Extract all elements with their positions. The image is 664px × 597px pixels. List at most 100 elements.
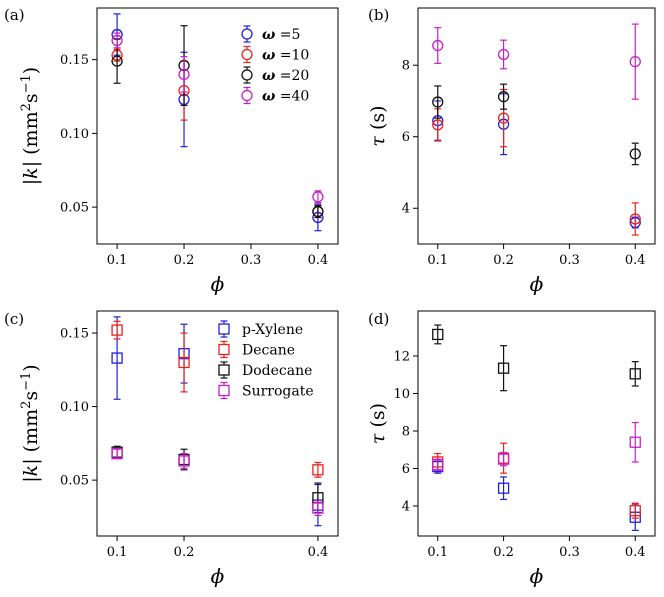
panel-a-legend-label-1: ω =10: [262, 48, 309, 64]
panel-a-xlabel: ϕ: [211, 272, 225, 296]
panel-c-point-3-1: [178, 455, 190, 467]
panel-a-errorbar-3-2: [314, 190, 322, 204]
panel-a-point-2-0: [111, 55, 123, 67]
panel-d: 0.1 0.2 0.3 0.4 4 6 8 10 12 ϕ τ (s) (d): [367, 310, 656, 588]
panel-a-errorbar-2-2: [314, 205, 322, 219]
panel-c-xtick-label-2: 0.4: [308, 545, 329, 560]
panel-a-frame: [96, 7, 339, 245]
panel-b-errorbar-2-2: [631, 142, 639, 166]
panel-b-errorbar-3-1: [500, 39, 508, 70]
panel-d-ytick-label-0: 4: [402, 500, 410, 515]
panel-c-ylabel: |k| (mm2s−1): [19, 364, 42, 482]
panel-c-legend-marker-2: [218, 364, 230, 376]
panel-d-ytick-label-4: 12: [393, 350, 410, 365]
panel-a-legend-marker-0: [241, 28, 253, 40]
panel-b-ylabel: τ (s): [367, 105, 389, 146]
panel-a-label: (a): [4, 6, 25, 24]
panel-d-point-3-1: [497, 453, 510, 465]
panel-d-errorbar-0-1: [500, 476, 508, 501]
panel-b-errorbar-2-1: [500, 83, 508, 110]
panel-d-frame: [417, 310, 656, 537]
panel-d-ylabel: τ (s): [367, 403, 389, 444]
panel-c-ytick-label-2: 0.15: [60, 327, 89, 342]
panel-c-xtick-label-0: 0.1: [107, 545, 128, 560]
panel-b-label: (b): [368, 6, 389, 24]
panel-d-xtick-label-3: 0.4: [625, 545, 646, 560]
panel-a-ytick-label-2: 0.15: [60, 53, 89, 68]
panel-a-legend-marker-1: [241, 48, 253, 61]
panel-b: 0.1 0.2 0.3 0.4 4 6 8 ϕ τ (s) (b): [367, 6, 656, 296]
panel-d-ytick-label-2: 8: [402, 425, 410, 440]
panel-c-point-1-0: [111, 324, 123, 336]
panel-a-ytick-label-1: 0.10: [60, 127, 89, 142]
panel-c-ytick-label-1: 0.10: [60, 400, 89, 415]
panel-b-ytick-label-0: 4: [402, 202, 410, 217]
panel-a-point-2-2: [312, 205, 324, 218]
panel-a-point-3-1: [178, 68, 190, 81]
panel-d-errorbar-2-1: [500, 345, 508, 392]
panel-c-legend-label-0: p-Xylene: [242, 322, 303, 338]
panel-b-xtick-label-1: 0.2: [493, 253, 514, 268]
panel-c-label: (c): [4, 310, 24, 328]
panel-b-point-2-1: [497, 91, 510, 103]
panel-a-xtick-label-0: 0.1: [107, 253, 128, 268]
panel-b-ytick-label-1: 6: [402, 130, 410, 145]
panel-c-legend-label-1: Decane: [242, 343, 295, 359]
panel-c: 0.1 0.2 0.4 0.05 0.10 0.15 ϕ |k| (mm2s−1) p-Xyle…: [4, 310, 339, 588]
panel-d-xtick-label-1: 0.2: [493, 545, 514, 560]
panel-d-ytick-label-1: 6: [402, 462, 410, 477]
panel-b-xtick-label-2: 0.3: [559, 253, 580, 268]
panel-b-errorbar-3-0: [434, 27, 442, 65]
panel-c-ytick-label-0: 0.05: [60, 474, 89, 489]
panel-a-ytick-label-0: 0.05: [60, 201, 89, 216]
panel-c-point-1-2: [312, 464, 324, 476]
panel-d-point-2-1: [497, 362, 510, 374]
panel-b-xlabel: ϕ: [530, 272, 544, 296]
panel-a-errorbar-3-1: [180, 56, 188, 93]
panel-a-legend-label-0: ω =5: [262, 27, 300, 43]
panel-b-point-3-1: [497, 48, 510, 61]
panel-a-xtick-label-2: 0.3: [241, 253, 262, 268]
panel-a-xtick-label-1: 0.2: [174, 253, 195, 268]
panel-a-legend-marker-3: [241, 89, 253, 102]
panel-a-ylabel: |k| (mm2s−1): [19, 67, 42, 185]
panel-b-errorbar-1-2: [631, 202, 639, 236]
panel-c-point-1-1: [178, 356, 190, 369]
panel-d-point-1-2: [629, 505, 641, 517]
panel-a-xtick-label-3: 0.4: [308, 253, 329, 268]
panel-a-legend-label-2: ω =20: [262, 68, 309, 84]
panel-b-point-1-0: [432, 119, 444, 131]
panel-a-point-3-0: [111, 34, 123, 47]
panel-c-legend-label-3: Surrogate: [242, 384, 314, 400]
panel-b-point-3-2: [629, 55, 641, 68]
panel-b-ytick-label-2: 8: [402, 59, 410, 74]
panel-b-errorbar-2-0: [434, 85, 442, 119]
panel-c-legend-label-2: Dodecane: [242, 363, 312, 379]
panel-d-point-2-0: [432, 328, 444, 341]
panel-d-errorbar-2-0: [434, 324, 442, 345]
panel-d-xtick-label-2: 0.3: [559, 545, 580, 560]
panel-b-point-1-1: [497, 112, 510, 124]
panel-d-xtick-label-0: 0.1: [427, 545, 448, 560]
panel-c-xtick-label-1: 0.2: [174, 545, 195, 560]
panel-a-legend-label-3: ω =40: [262, 89, 309, 105]
panel-d-xlabel: ϕ: [530, 564, 544, 588]
panel-c-errorbar-1-1: [180, 332, 188, 393]
panel-c-point-3-0: [111, 447, 123, 460]
panel-b-xtick-label-0: 0.1: [427, 253, 448, 268]
panel-b-point-1-2: [629, 213, 641, 225]
panel-d-errorbar-3-0: [434, 458, 442, 471]
panel-c-frame: [96, 310, 339, 537]
panel-d-point-2-2: [629, 368, 641, 380]
panel-c-legend-marker-0: [218, 323, 230, 335]
panel-b-point-2-2: [629, 148, 641, 160]
panel-a: 0.1 0.2 0.3 0.4 0.05 0.10 0.15 ϕ |k| (mm2s−1) ω =…: [4, 6, 339, 296]
panel-b-frame: [417, 7, 656, 245]
panel-a-legend-marker-2: [241, 69, 253, 81]
panel-a-point-3-2: [312, 191, 324, 203]
panel-b-xtick-label-3: 0.4: [625, 253, 646, 268]
panel-b-point-3-0: [432, 39, 444, 52]
panel-c-point-3-2: [312, 502, 324, 514]
panel-d-label: (d): [368, 310, 389, 328]
